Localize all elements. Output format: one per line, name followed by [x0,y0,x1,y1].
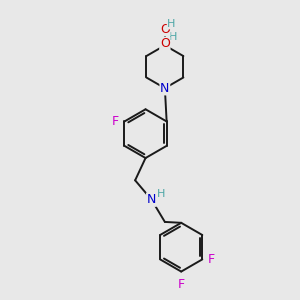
Text: N: N [147,193,156,206]
Text: O: O [160,22,170,35]
Text: F: F [112,115,119,128]
Text: H: H [167,19,176,29]
Text: N: N [160,82,170,95]
Text: F: F [208,253,215,266]
Text: F: F [178,278,185,290]
Text: H: H [169,32,177,42]
Text: H: H [157,189,165,199]
Text: O: O [160,38,170,50]
